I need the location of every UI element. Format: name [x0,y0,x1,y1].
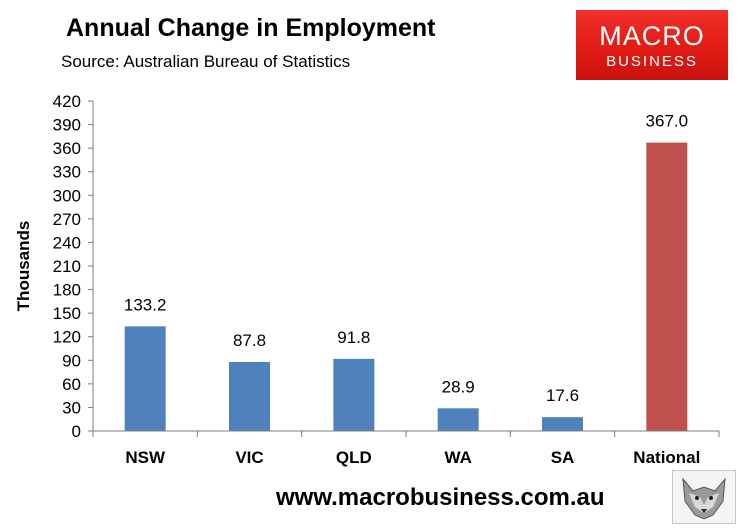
data-label: 87.8 [233,331,266,350]
y-tick-label: 30 [62,398,81,417]
x-tick-label: QLD [336,448,372,467]
y-tick-label: 390 [53,116,81,135]
macrobusiness-logo: MACRO BUSINESS [576,10,728,80]
bar-sa [542,417,583,431]
logo-text-macro: MACRO [599,21,705,51]
y-tick-label: 60 [62,375,81,394]
y-tick-label: 150 [53,304,81,323]
y-tick-label: 120 [53,328,81,347]
y-tick-label: 270 [53,210,81,229]
y-tick-label: 240 [53,233,81,252]
x-tick-label: VIC [235,448,263,467]
x-tick-label: SA [551,448,575,467]
data-label: 91.8 [337,328,370,347]
data-label: 133.2 [124,295,167,314]
data-label: 17.6 [546,386,579,405]
bar-nsw [124,326,166,431]
y-tick-label: 180 [53,281,81,300]
chart-title: Annual Change in Employment [66,14,436,42]
x-tick-label: WA [444,448,471,467]
y-tick-label: 360 [53,139,81,158]
x-tick-label: NSW [125,448,166,467]
website-url: www.macrobusiness.com.au [276,484,605,511]
chart-subtitle: Source: Australian Bureau of Statistics [61,52,351,71]
y-tick-label: 330 [53,163,81,182]
y-tick-label: 300 [53,186,81,205]
x-tick-label: National [633,448,700,467]
bar-wa [437,408,479,431]
data-label: 367.0 [646,112,689,131]
y-tick-label: 420 [53,92,81,111]
bar-qld [333,358,375,431]
y-tick-label: 0 [72,422,81,441]
data-label: 28.9 [442,377,475,396]
logo-text-business: BUSINESS [606,53,698,70]
bar-national [646,142,688,431]
wolf-mascot-icon [672,470,736,524]
y-tick-label: 210 [53,257,81,276]
y-axis-title: Thousands [14,221,33,312]
y-tick-label: 90 [62,351,81,370]
bar-vic [229,362,270,431]
